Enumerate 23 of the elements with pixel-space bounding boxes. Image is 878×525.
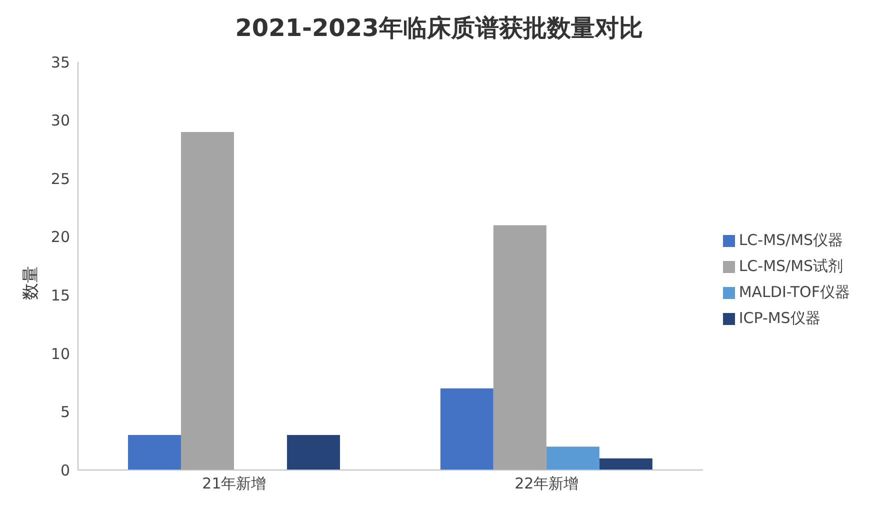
y-tick-label: 15	[50, 286, 70, 304]
x-tick-label: 21年新增	[202, 474, 266, 493]
chart-title: 2021-2023年临床质谱获批数量对比	[234, 13, 644, 44]
bar	[493, 225, 546, 470]
legend-label: ICP-MS仪器	[738, 309, 820, 327]
bar	[440, 388, 494, 470]
bar	[286, 435, 340, 470]
y-tick-label: 35	[50, 53, 70, 72]
y-tick-label: 20	[50, 228, 70, 246]
legend-label: MALDI-TOF仪器	[738, 283, 850, 301]
bar	[128, 435, 181, 470]
y-axis-title: 数量	[21, 266, 42, 300]
y-tick-label: 10	[50, 344, 70, 363]
legend-label: LC-MS/MS仪器	[738, 231, 844, 249]
y-tick-label: 25	[50, 170, 70, 188]
bar	[180, 132, 234, 470]
legend-label: LC-MS/MS试剂	[738, 257, 844, 275]
bar	[546, 446, 600, 470]
y-tick-label: 5	[60, 403, 70, 422]
bar	[599, 458, 652, 470]
x-tick-label: 22年新增	[514, 474, 579, 493]
y-tick-label: 0	[60, 461, 70, 480]
y-tick-label: 30	[50, 112, 70, 130]
